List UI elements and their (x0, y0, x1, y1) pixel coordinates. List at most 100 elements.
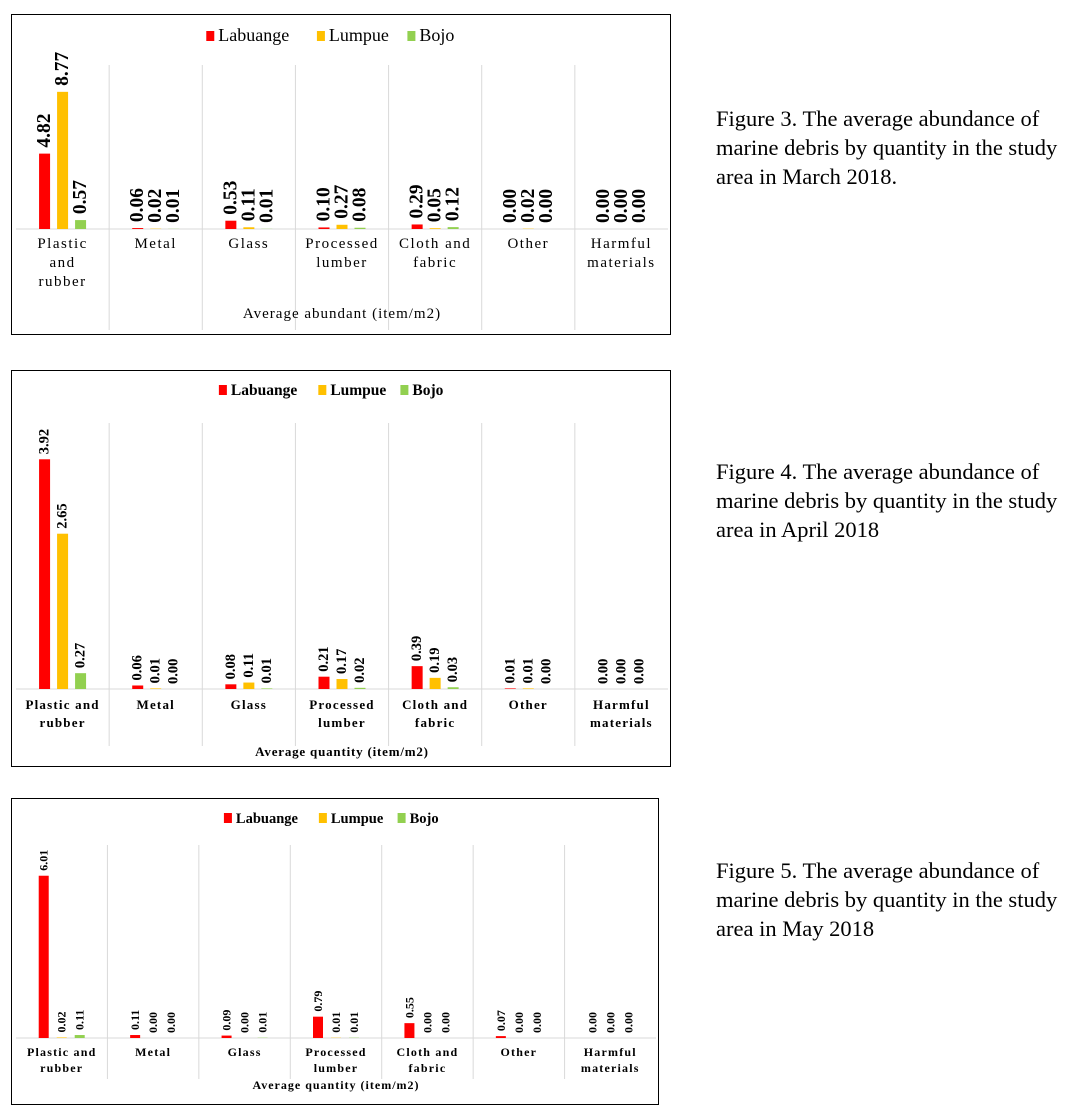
value-label-bojo-5: 0.00 (530, 1012, 544, 1033)
legend-swatch-bojo (397, 813, 406, 823)
value-label-bojo-6: 0.00 (621, 1012, 635, 1033)
category-label-line: rubber (40, 1061, 83, 1075)
bar-labuange-0 (39, 459, 51, 689)
value-label-labuange-6: 0.00 (595, 659, 611, 684)
bar-labuange-5 (495, 1036, 506, 1038)
value-label-bojo-2: 0.01 (256, 189, 277, 223)
category-label-line: and (49, 255, 75, 271)
bar-labuange-0 (38, 875, 49, 1038)
bar-lumpue-3 (336, 679, 348, 689)
category-label-3: Processed lumber (305, 1045, 366, 1075)
category-label-line: Metal (135, 1045, 171, 1059)
category-label-0: Plastic and rubber (27, 1045, 97, 1075)
bar-labuange-5 (504, 688, 516, 689)
value-label-bojo-6: 0.00 (629, 189, 650, 223)
value-label-lumpue-5: 0.02 (518, 189, 539, 223)
category-label-6: Harmful materials (590, 697, 653, 730)
value-label-labuange-4: 0.29 (407, 184, 428, 218)
value-label-labuange-3: 0.79 (311, 991, 325, 1012)
legend-label-lumpue: Lumpue (331, 811, 384, 827)
x-axis-title: Average quantity (item/m2) (255, 744, 429, 759)
category-label-line: Processed (309, 697, 374, 712)
value-label-lumpue-4: 0.05 (425, 188, 446, 222)
category-label-line: Plastic and (27, 1045, 97, 1059)
value-label-labuange-3: 0.21 (316, 646, 332, 671)
bar-lumpue-2 (243, 682, 255, 689)
value-label-labuange-0: 4.82 (34, 113, 55, 147)
value-label-labuange-0: 6.01 (37, 850, 51, 871)
category-label-line: materials (581, 1061, 640, 1075)
category-label-line: rubber (39, 715, 85, 730)
legend-swatch-labuange (223, 813, 232, 823)
legend: Labuange Lumpue Bojo (206, 25, 454, 45)
value-label-bojo-3: 0.01 (347, 1012, 361, 1033)
category-label-line: Glass (228, 236, 269, 252)
value-label-lumpue-3: 0.01 (329, 1012, 343, 1033)
value-label-lumpue-5: 0.01 (520, 658, 536, 683)
bar-labuange-3 (318, 227, 330, 229)
category-label-line: Other (509, 697, 548, 712)
value-label-bojo-1: 0.00 (166, 659, 182, 684)
bar-labuange-2 (225, 684, 237, 689)
category-label-line: Plastic and (25, 697, 99, 712)
bar-bojo-0 (75, 673, 87, 689)
value-label-lumpue-6: 0.00 (603, 1012, 617, 1033)
value-label-bojo-4: 0.03 (445, 657, 461, 682)
bar-bojo-4 (447, 687, 459, 689)
bar-bojo-0 (74, 1035, 85, 1038)
value-label-bojo-0: 0.27 (73, 643, 89, 668)
legend-swatch-lumpue (318, 385, 327, 395)
legend: Labuange Lumpue Bojo (223, 811, 439, 827)
value-label-bojo-2: 0.01 (259, 658, 275, 683)
category-label-3: Processed lumber (305, 236, 379, 271)
bar-bojo-3 (354, 687, 366, 689)
march-chart: Labuange Lumpue Bojo 4.82 0.06 0.53 0.10 0.29 0.… (11, 14, 671, 335)
value-label-lumpue-1: 0.01 (148, 658, 164, 683)
value-label-lumpue-1: 0.02 (145, 189, 166, 223)
bar-labuange-4 (411, 666, 423, 689)
bar-labuange-1 (130, 1035, 141, 1038)
legend-swatch-labuange (206, 31, 215, 41)
category-label-1: Metal (135, 1045, 171, 1059)
value-label-lumpue-5: 0.00 (512, 1012, 526, 1033)
value-label-labuange-2: 0.09 (220, 1010, 234, 1031)
category-label-4: Cloth and fabric (402, 697, 468, 730)
value-label-bojo-4: 0.12 (443, 187, 464, 221)
category-label-line: fabric (415, 715, 455, 730)
legend-swatch-labuange (218, 385, 227, 395)
value-label-lumpue-6: 0.00 (611, 189, 632, 223)
bar-labuange-0 (39, 153, 51, 229)
legend-swatch-bojo (407, 31, 416, 41)
category-label-line: Other (507, 236, 549, 252)
category-label-4: Cloth and fabric (397, 1045, 459, 1075)
category-label-line: Plastic (37, 236, 88, 252)
bar-labuange-1 (132, 228, 144, 229)
value-label-labuange-0: 3.92 (37, 429, 53, 454)
category-label-line: lumber (318, 715, 366, 730)
bar-lumpue-4 (429, 677, 441, 689)
figure-5-caption: Figure 5. The average abundance of marin… (716, 858, 1058, 941)
value-label-labuange-4: 0.55 (402, 997, 416, 1018)
value-label-labuange-6: 0.00 (585, 1012, 599, 1033)
value-label-labuange-3: 0.10 (314, 187, 335, 221)
value-label-labuange-2: 0.53 (220, 180, 241, 214)
category-label-line: Processed (305, 236, 379, 252)
legend-swatch-lumpue (318, 813, 327, 823)
category-label-line: Metal (136, 697, 174, 712)
value-label-labuange-4: 0.39 (409, 636, 425, 661)
bar-lumpue-1 (150, 688, 162, 689)
legend-label-bojo: Bojo (419, 25, 454, 45)
may-chart: Labuange Lumpue Bojo 6.01 0.11 0.09 0.79 0.55 0.… (11, 798, 659, 1105)
value-label-labuange-1: 0.06 (130, 655, 146, 680)
category-label-line: Metal (134, 236, 177, 252)
category-label-line: lumber (316, 255, 368, 271)
value-label-bojo-2: 0.01 (256, 1012, 270, 1033)
value-label-bojo-3: 0.02 (352, 657, 368, 682)
bar-bojo-3 (354, 227, 366, 229)
value-label-labuange-5: 0.01 (502, 658, 518, 683)
category-label-1: Metal (136, 697, 174, 712)
legend-label-lumpue: Lumpue (329, 25, 389, 45)
value-label-lumpue-4: 0.00 (420, 1012, 434, 1033)
category-label-line: Cloth and (397, 1045, 459, 1059)
